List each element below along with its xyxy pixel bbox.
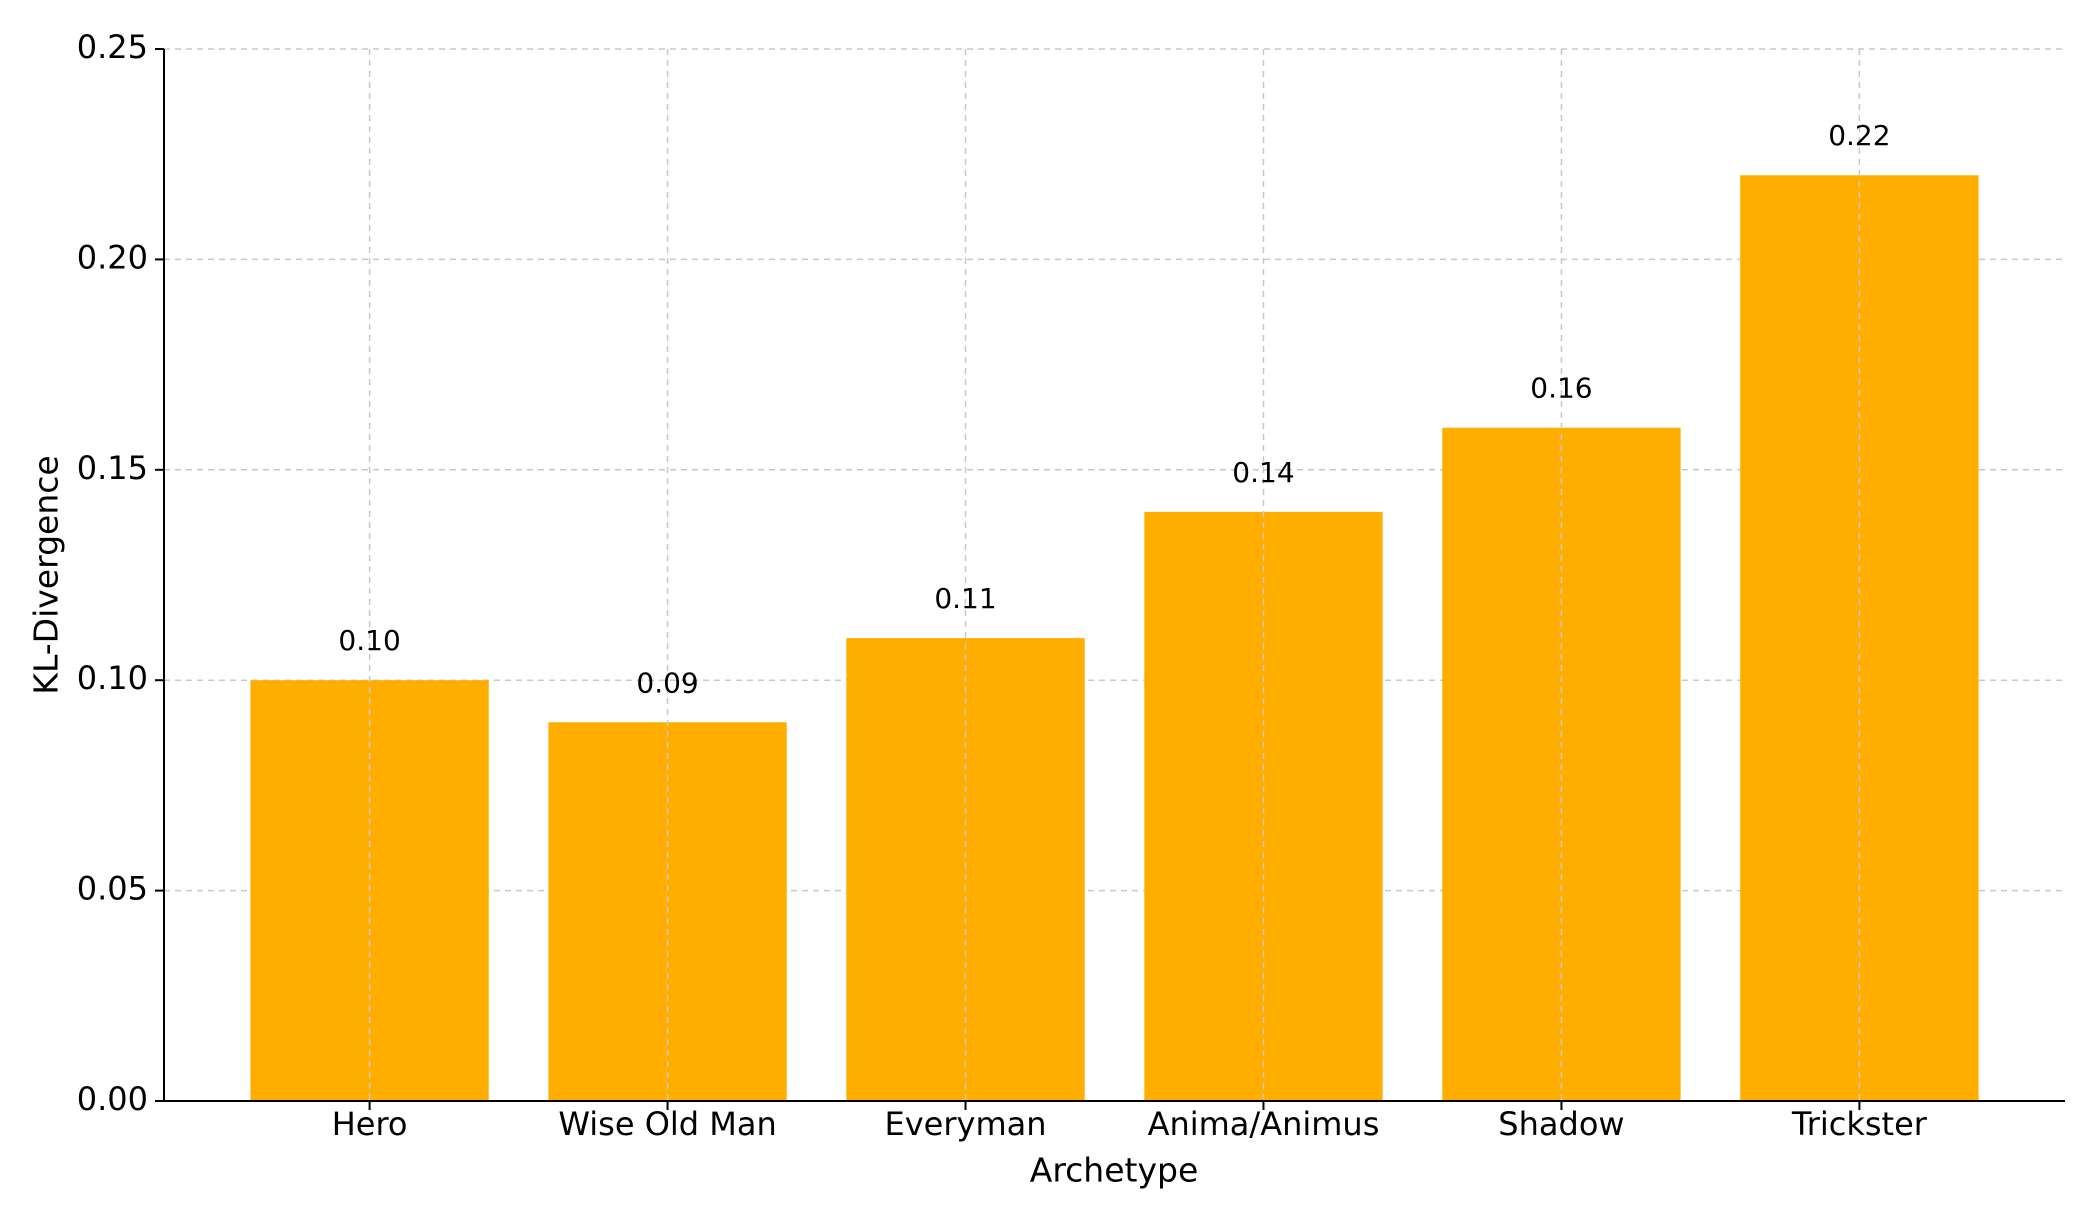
bar [846,638,1085,1101]
x-tick-label: Trickster [1791,1105,1928,1143]
data-label: 0.16 [1530,372,1592,405]
x-axis-label: Archetype [1030,1151,1199,1190]
x-tick-label: Shadow [1498,1105,1624,1143]
x-tick-label: Everyman [885,1105,1047,1143]
y-tick-label: 0.10 [77,659,148,697]
y-tick-label: 0.20 [77,238,148,276]
y-tick-label: 0.25 [77,28,148,66]
data-label: 0.10 [338,624,400,657]
x-tick-label: Hero [332,1105,408,1143]
data-label: 0.11 [934,582,996,615]
y-tick-label: 0.15 [77,449,148,487]
y-axis-label: KL-Divergence [27,455,66,694]
x-tick-label: Anima/Animus [1148,1105,1380,1143]
y-tick-label: 0.05 [77,870,148,908]
data-label: 0.09 [636,666,698,699]
x-tick-label: Wise Old Man [558,1105,776,1143]
y-tick-label: 0.00 [77,1080,148,1118]
data-label: 0.22 [1828,119,1890,152]
data-label: 0.14 [1232,456,1294,489]
